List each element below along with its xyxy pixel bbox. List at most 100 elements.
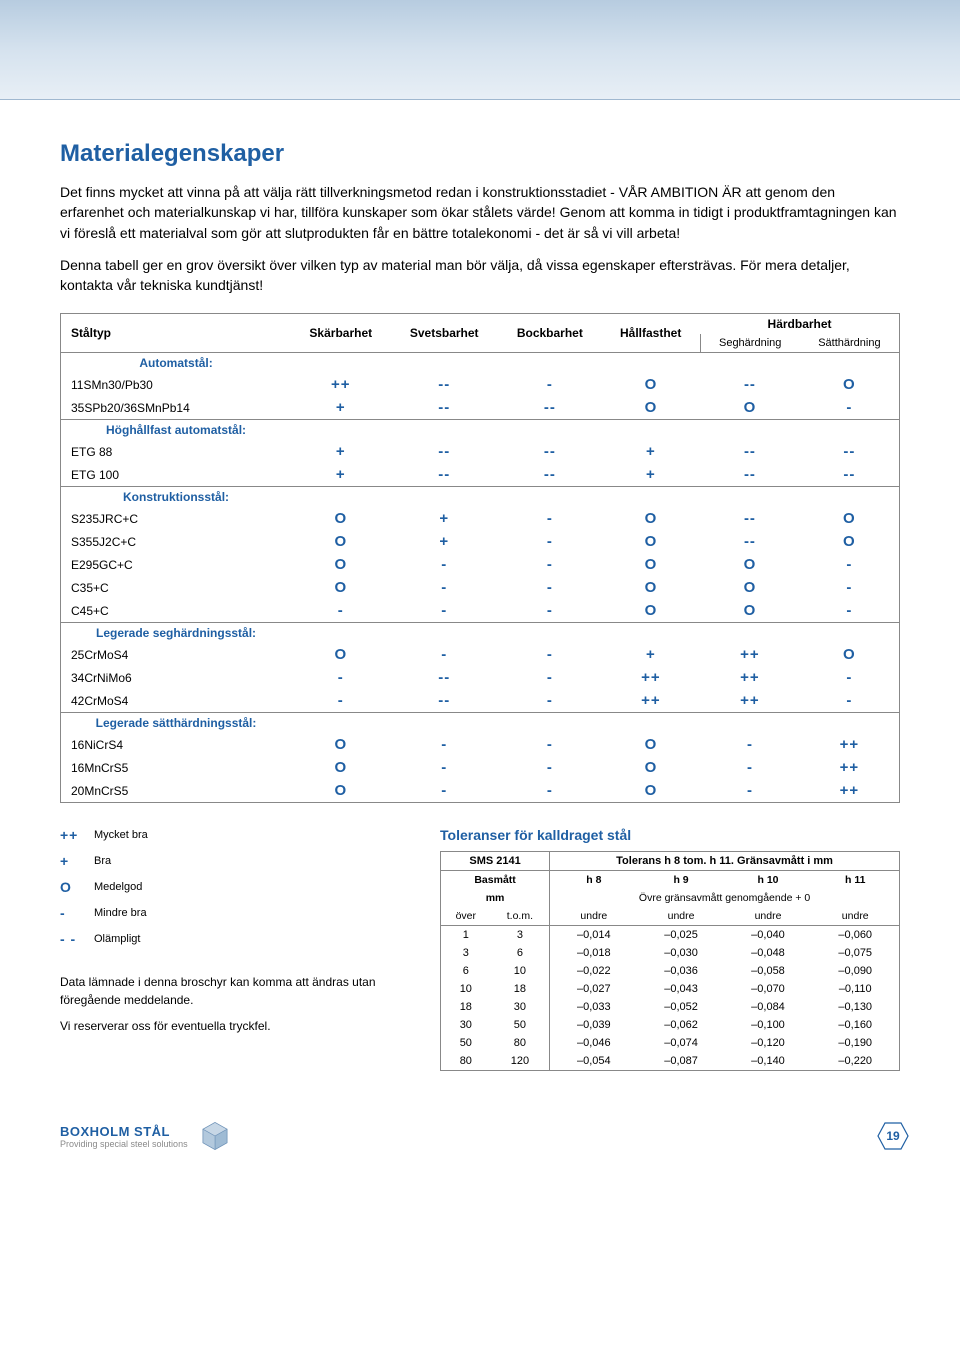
steel-type: 34CrNiMo6	[61, 666, 292, 689]
col-skarbarhet: Skärbarhet	[291, 314, 390, 353]
tol-h10: h 10	[725, 871, 812, 890]
tol-cell: –0,140	[725, 1052, 812, 1071]
tol-cell: –0,130	[811, 998, 899, 1016]
rating-cell: -	[800, 553, 900, 576]
intro-paragraph-1: Det finns mycket att vinna på att välja …	[60, 182, 900, 243]
rating-cell: -	[391, 779, 498, 803]
tol-mm: mm	[441, 889, 550, 907]
tol-cell: 6	[441, 962, 491, 980]
tol-cell: –0,087	[638, 1052, 725, 1071]
rating-cell: ++	[602, 666, 700, 689]
rating-cell: O	[291, 530, 390, 553]
legend-item: +Bra	[60, 853, 410, 869]
rating-cell: -	[700, 779, 800, 803]
legend-item: ++Mycket bra	[60, 827, 410, 843]
tol-cell: –0,120	[725, 1034, 812, 1052]
rating-cell: -	[498, 373, 602, 396]
tol-hdr-right: Tolerans h 8 tom. h 11. Gränsavmått i mm	[550, 852, 900, 871]
rating-cell: -	[800, 599, 900, 623]
rating-cell: --	[498, 463, 602, 487]
tol-cell: –0,060	[811, 926, 899, 945]
tol-cell: 18	[441, 998, 491, 1016]
rating-cell: -	[391, 576, 498, 599]
tol-cell: 18	[491, 980, 550, 998]
rating-cell: -	[391, 643, 498, 666]
tol-cell: –0,039	[550, 1016, 638, 1034]
col-hardbarhet: Härdbarhet	[700, 314, 899, 335]
tol-cell: –0,043	[638, 980, 725, 998]
steel-type: E295GC+C	[61, 553, 292, 576]
tol-hdr-sms: SMS 2141	[441, 852, 550, 871]
tol-undre-3: undre	[725, 907, 812, 926]
legend-text: Bra	[94, 855, 111, 867]
rating-cell: --	[700, 507, 800, 530]
rating-cell: O	[800, 373, 900, 396]
rating-cell: O	[602, 599, 700, 623]
rating-cell: O	[700, 553, 800, 576]
tol-over: över	[441, 907, 491, 926]
rating-cell: O	[700, 599, 800, 623]
rating-cell: -	[391, 553, 498, 576]
rating-cell: -	[291, 599, 390, 623]
tol-cell: –0,075	[811, 944, 899, 962]
group-label: Legerade seghärdningsstål:	[61, 623, 292, 644]
tol-cell: –0,052	[638, 998, 725, 1016]
rating-cell: -	[391, 599, 498, 623]
rating-cell: +	[602, 463, 700, 487]
tol-cell: 50	[441, 1034, 491, 1052]
legend-item: -Mindre bra	[60, 905, 410, 921]
page-content: Materialegenskaper Det finns mycket att …	[0, 100, 960, 1091]
rating-cell: O	[602, 779, 700, 803]
steel-type: 35SPb20/36SMnPb14	[61, 396, 292, 420]
rating-cell: -	[291, 689, 390, 713]
tol-cell: –0,033	[550, 998, 638, 1016]
rating-cell: -	[498, 756, 602, 779]
tol-cell: –0,058	[725, 962, 812, 980]
tol-undre-4: undre	[811, 907, 899, 926]
tol-h8: h 8	[550, 871, 638, 890]
tol-cell: 30	[441, 1016, 491, 1034]
group-label: Legerade sätthärdningsstål:	[61, 713, 292, 734]
tol-cell: –0,160	[811, 1016, 899, 1034]
rating-cell: --	[700, 463, 800, 487]
legend-text: Mindre bra	[94, 907, 147, 919]
rating-cell: +	[291, 440, 390, 463]
legend-text: Medelgod	[94, 881, 142, 893]
rating-cell: O	[700, 396, 800, 420]
group-label: Automatstål:	[61, 353, 292, 374]
tolerance-table: SMS 2141 Tolerans h 8 tom. h 11. Gränsav…	[440, 851, 900, 1071]
rating-cell: --	[700, 530, 800, 553]
tol-cell: –0,046	[550, 1034, 638, 1052]
rating-cell: O	[602, 553, 700, 576]
rating-cell: +	[602, 643, 700, 666]
steel-type: 25CrMoS4	[61, 643, 292, 666]
rating-cell: -	[498, 530, 602, 553]
rating-cell: ++	[602, 689, 700, 713]
rating-cell: O	[602, 756, 700, 779]
tol-cell: 6	[491, 944, 550, 962]
rating-cell: -	[391, 756, 498, 779]
steel-type: C35+C	[61, 576, 292, 599]
rating-cell: -	[498, 666, 602, 689]
rating-cell: -	[391, 733, 498, 756]
rating-cell: --	[391, 666, 498, 689]
tol-cell: 3	[441, 944, 491, 962]
col-seghardning: Seghärdning	[700, 334, 800, 353]
rating-cell: --	[391, 463, 498, 487]
steel-type: 16NiCrS4	[61, 733, 292, 756]
tol-cell: –0,110	[811, 980, 899, 998]
rating-cell: O	[602, 396, 700, 420]
rating-cell: O	[291, 507, 390, 530]
rating-cell: -	[291, 666, 390, 689]
rating-cell: +	[291, 463, 390, 487]
tol-cell: –0,030	[638, 944, 725, 962]
rating-cell: ++	[291, 373, 390, 396]
tol-cell: –0,054	[550, 1052, 638, 1071]
intro-paragraph-2: Denna tabell ger en grov översikt över v…	[60, 255, 900, 296]
rating-cell: -	[498, 576, 602, 599]
legend-item: - -Olämpligt	[60, 931, 410, 947]
top-banner	[0, 0, 960, 100]
rating-cell: -	[498, 733, 602, 756]
rating-cell: O	[291, 756, 390, 779]
rating-cell: ++	[800, 779, 900, 803]
